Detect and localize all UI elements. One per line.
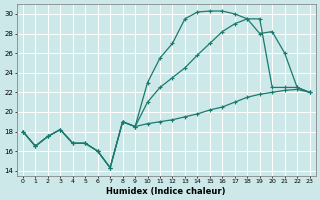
- X-axis label: Humidex (Indice chaleur): Humidex (Indice chaleur): [107, 187, 226, 196]
